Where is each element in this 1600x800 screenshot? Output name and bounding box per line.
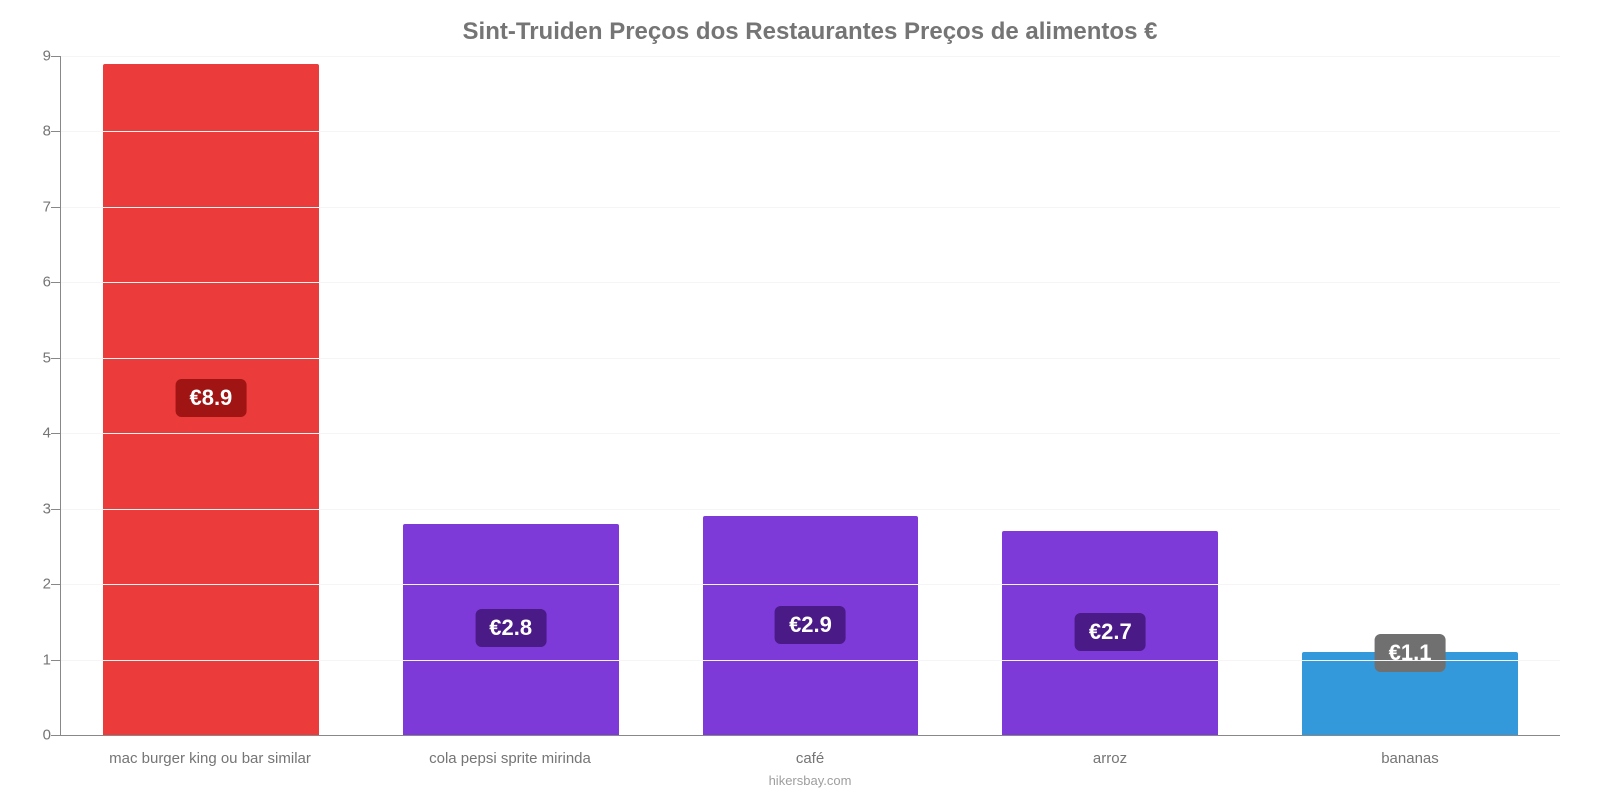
bar: €2.8: [403, 524, 619, 735]
y-tick: [51, 56, 61, 57]
y-tick: [51, 735, 61, 736]
y-axis-label: 5: [21, 349, 51, 366]
y-tick: [51, 207, 61, 208]
y-tick: [51, 584, 61, 585]
bar-value-label: €2.8: [475, 609, 546, 647]
bar: €2.7: [1002, 531, 1218, 735]
bar: €8.9: [103, 64, 319, 735]
y-axis-label: 4: [21, 425, 51, 442]
bar: €2.9: [703, 516, 919, 735]
y-tick: [51, 358, 61, 359]
gridline: [61, 207, 1560, 208]
bar-value-label: €1.1: [1375, 634, 1446, 672]
chart-title: Sint-Truiden Preços dos Restaurantes Pre…: [60, 10, 1560, 56]
gridline: [61, 358, 1560, 359]
y-axis-label: 7: [21, 198, 51, 215]
bar-value-label: €8.9: [175, 379, 246, 417]
plot-area: €8.9€2.8€2.9€2.7€1.1 0123456789: [60, 56, 1560, 736]
gridline: [61, 433, 1560, 434]
x-axis-labels: mac burger king ou bar similarcola pepsi…: [60, 750, 1560, 767]
bar-slot: €2.9: [661, 56, 961, 735]
gridline: [61, 660, 1560, 661]
chart-container: Sint-Truiden Preços dos Restaurantes Pre…: [0, 0, 1600, 800]
x-axis-label: cola pepsi sprite mirinda: [360, 750, 660, 767]
bar-value-label: €2.9: [775, 606, 846, 644]
gridline: [61, 584, 1560, 585]
x-axis-label: café: [660, 750, 960, 767]
x-axis-label: mac burger king ou bar similar: [60, 750, 360, 767]
bar-slot: €2.8: [361, 56, 661, 735]
x-axis-label: bananas: [1260, 750, 1560, 767]
bar: €1.1: [1302, 652, 1518, 735]
bar-value-label: €2.7: [1075, 613, 1146, 651]
y-axis-label: 2: [21, 576, 51, 593]
y-tick: [51, 660, 61, 661]
y-axis-label: 0: [21, 727, 51, 744]
gridline: [61, 56, 1560, 57]
gridline: [61, 509, 1560, 510]
y-tick: [51, 433, 61, 434]
bars-group: €8.9 €2.8 €2.9 €2.7 €1.1: [61, 56, 1560, 735]
x-axis-label: arroz: [960, 750, 1260, 767]
y-axis-label: 3: [21, 500, 51, 517]
y-axis-label: 6: [21, 274, 51, 291]
y-tick: [51, 509, 61, 510]
y-axis-label: 8: [21, 123, 51, 140]
y-tick: [51, 131, 61, 132]
gridline: [61, 282, 1560, 283]
y-axis-label: 1: [21, 651, 51, 668]
bar-slot: €8.9: [61, 56, 361, 735]
y-tick: [51, 282, 61, 283]
bar-slot: €1.1: [1260, 56, 1560, 735]
y-axis-label: 9: [21, 48, 51, 65]
credit-text: hikersbay.com: [60, 773, 1560, 788]
bar-slot: €2.7: [960, 56, 1260, 735]
gridline: [61, 131, 1560, 132]
